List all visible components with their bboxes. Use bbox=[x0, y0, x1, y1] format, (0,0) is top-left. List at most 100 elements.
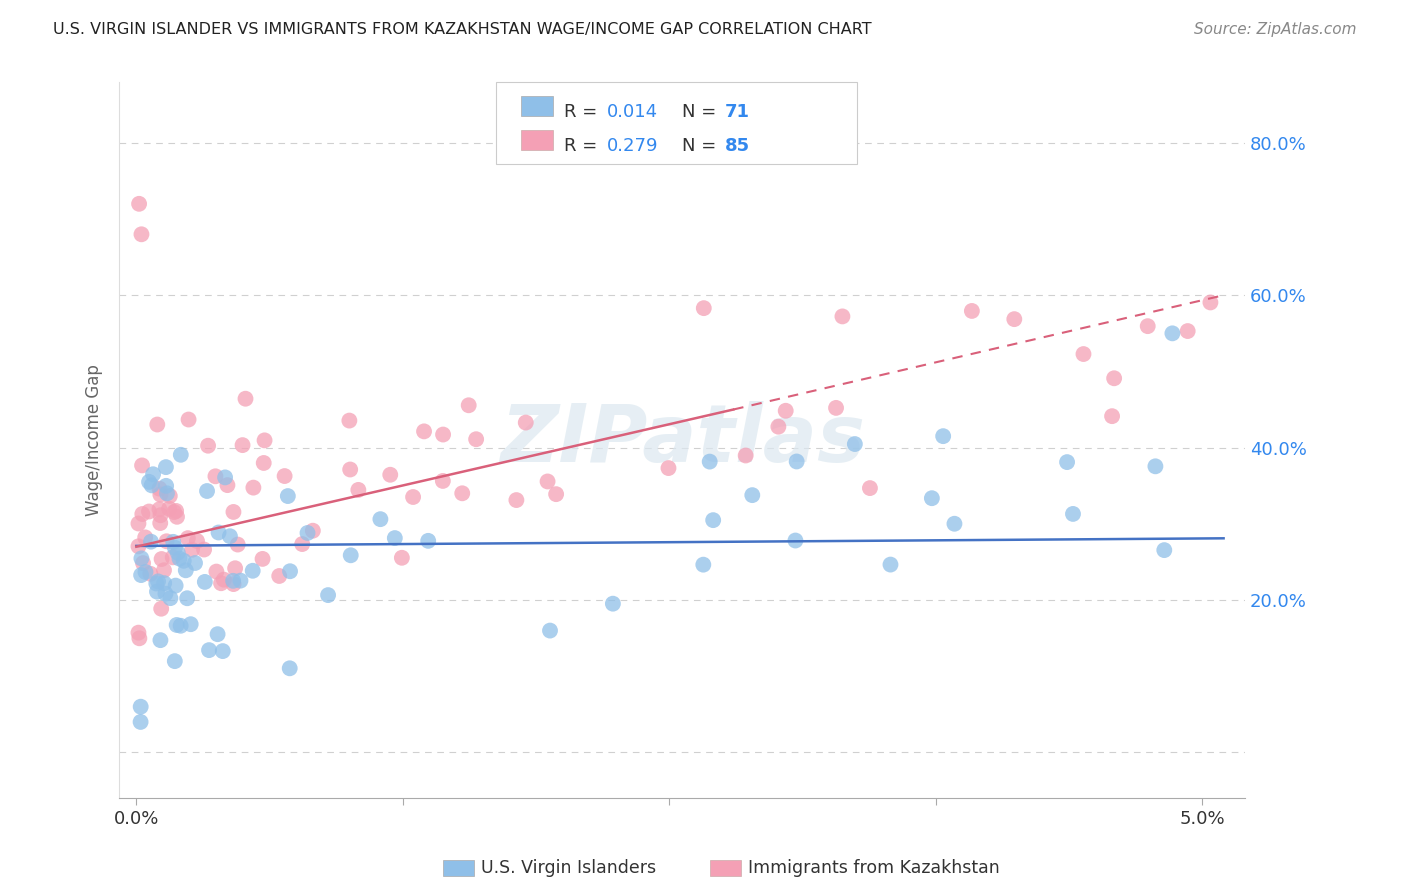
Point bbox=[132, 556, 155, 570]
Point bbox=[702, 513, 724, 527]
Point bbox=[505, 493, 527, 508]
Point bbox=[786, 454, 808, 468]
Point bbox=[316, 588, 339, 602]
Text: Immigrants from Kazakhstan: Immigrants from Kazakhstan bbox=[748, 859, 1000, 877]
Point bbox=[785, 533, 807, 548]
Point bbox=[692, 558, 714, 572]
Point bbox=[943, 516, 966, 531]
Point bbox=[380, 467, 402, 482]
Point bbox=[149, 633, 172, 648]
Point bbox=[253, 456, 276, 470]
Point bbox=[546, 487, 568, 501]
Point bbox=[169, 619, 191, 633]
Point bbox=[149, 487, 172, 501]
Point bbox=[163, 505, 186, 519]
Point bbox=[212, 573, 235, 587]
Point bbox=[297, 525, 319, 540]
Point bbox=[148, 482, 170, 496]
Text: ZIPatlas: ZIPatlas bbox=[499, 401, 865, 479]
Point bbox=[173, 554, 195, 568]
Point bbox=[150, 601, 173, 615]
Text: Source: ZipAtlas.com: Source: ZipAtlas.com bbox=[1194, 22, 1357, 37]
Point bbox=[1002, 312, 1025, 326]
Text: U.S. Virgin Islanders: U.S. Virgin Islanders bbox=[481, 859, 657, 877]
Point bbox=[536, 475, 558, 489]
Point bbox=[734, 449, 756, 463]
Point bbox=[1153, 543, 1175, 558]
Point bbox=[176, 591, 198, 606]
Point bbox=[418, 533, 440, 548]
Point bbox=[1161, 326, 1184, 341]
Point bbox=[177, 531, 200, 545]
Point bbox=[222, 577, 245, 591]
Point bbox=[166, 509, 188, 524]
Point bbox=[1101, 409, 1123, 424]
Point bbox=[224, 561, 246, 575]
Point bbox=[273, 469, 295, 483]
Point bbox=[1073, 347, 1095, 361]
Point bbox=[337, 414, 360, 428]
Point bbox=[138, 475, 160, 489]
Point bbox=[163, 541, 186, 555]
Point bbox=[235, 392, 257, 406]
Text: 71: 71 bbox=[725, 103, 749, 121]
Point bbox=[127, 539, 149, 553]
Point bbox=[370, 512, 392, 526]
Point bbox=[163, 654, 186, 668]
Point bbox=[222, 505, 245, 519]
Point bbox=[960, 304, 983, 318]
Point bbox=[253, 434, 276, 448]
Point bbox=[278, 564, 301, 578]
Point bbox=[699, 454, 721, 468]
Point bbox=[1199, 295, 1222, 310]
Point bbox=[145, 576, 167, 591]
Point bbox=[205, 565, 228, 579]
Point bbox=[146, 584, 169, 599]
Point bbox=[131, 551, 153, 566]
Point bbox=[741, 488, 763, 502]
Point bbox=[339, 549, 361, 563]
Point bbox=[465, 432, 488, 446]
Point bbox=[1144, 459, 1167, 474]
Point bbox=[432, 474, 454, 488]
Text: R =: R = bbox=[564, 137, 603, 155]
Point bbox=[217, 478, 239, 492]
Point bbox=[214, 470, 236, 484]
Point bbox=[165, 579, 187, 593]
Point bbox=[129, 714, 152, 729]
Point bbox=[657, 461, 679, 475]
Point bbox=[193, 542, 215, 557]
Point bbox=[693, 301, 716, 315]
Point bbox=[859, 481, 882, 495]
Text: N =: N = bbox=[682, 103, 723, 121]
Point bbox=[209, 576, 232, 591]
Point bbox=[134, 530, 156, 544]
Point bbox=[174, 563, 197, 577]
Point bbox=[252, 552, 274, 566]
Point bbox=[207, 525, 229, 540]
Point bbox=[1102, 371, 1125, 385]
Point bbox=[775, 404, 797, 418]
Point bbox=[457, 398, 479, 412]
Point bbox=[142, 467, 165, 482]
Text: U.S. VIRGIN ISLANDER VS IMMIGRANTS FROM KAZAKHSTAN WAGE/INCOME GAP CORRELATION C: U.S. VIRGIN ISLANDER VS IMMIGRANTS FROM … bbox=[53, 22, 872, 37]
Point bbox=[226, 537, 249, 551]
Point bbox=[844, 437, 866, 451]
Point bbox=[155, 587, 177, 601]
Point bbox=[166, 546, 188, 560]
Point bbox=[180, 617, 202, 632]
Text: N =: N = bbox=[682, 137, 723, 155]
Point bbox=[131, 227, 153, 242]
Point bbox=[153, 563, 176, 577]
Point bbox=[127, 516, 149, 531]
Point bbox=[451, 486, 474, 500]
Point bbox=[391, 550, 413, 565]
Point bbox=[339, 462, 361, 476]
Point bbox=[413, 425, 436, 439]
Point bbox=[197, 439, 219, 453]
Point bbox=[159, 591, 181, 606]
Point bbox=[139, 534, 162, 549]
Point bbox=[127, 625, 149, 640]
Point bbox=[166, 618, 188, 632]
Point bbox=[269, 569, 291, 583]
